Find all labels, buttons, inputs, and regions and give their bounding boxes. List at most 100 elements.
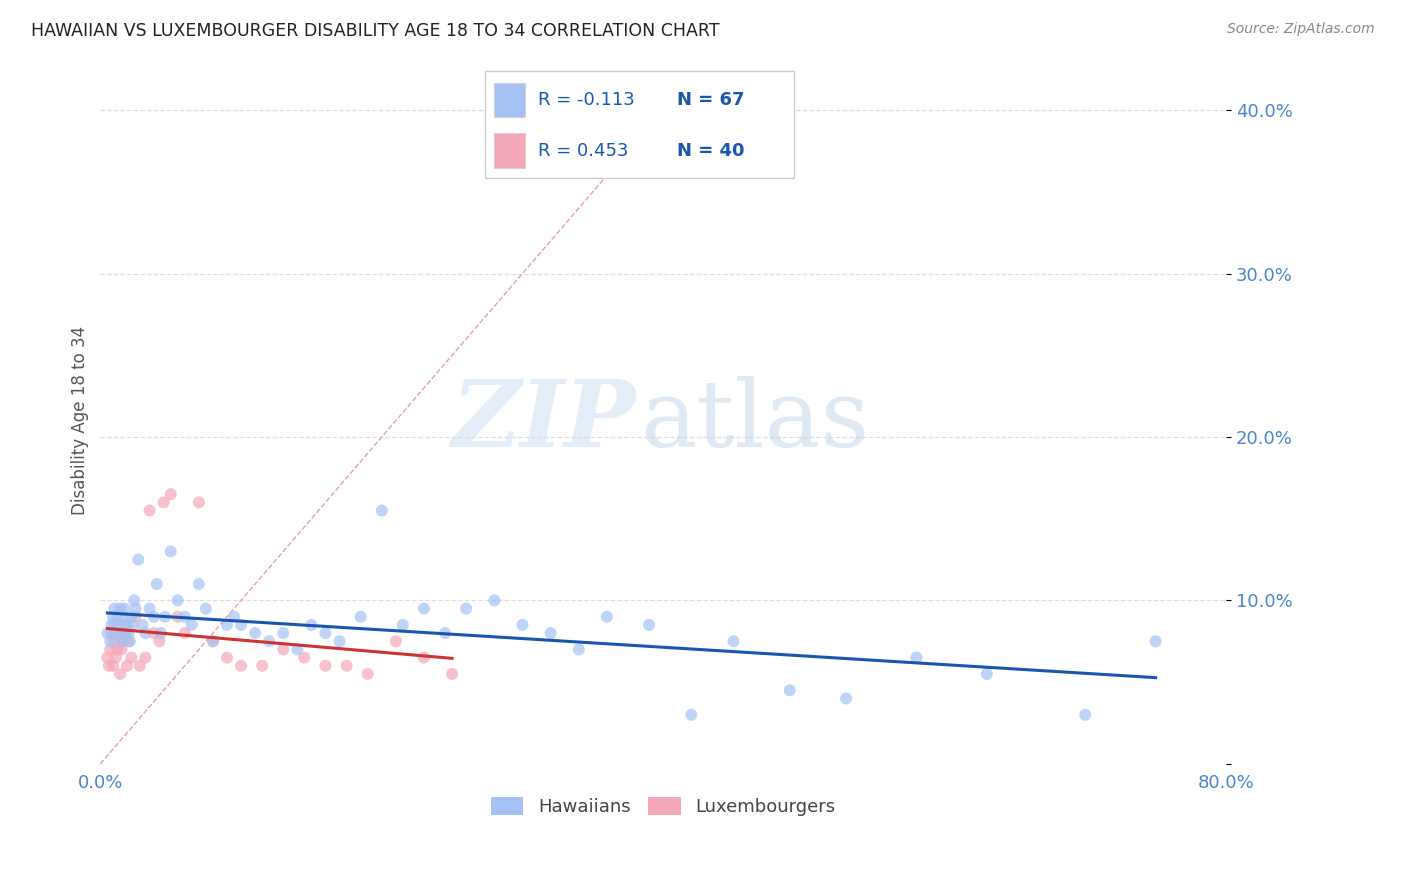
Luxembourgers bbox=[215, 650, 238, 665]
Hawaiians bbox=[131, 618, 153, 632]
Luxembourgers bbox=[142, 626, 165, 640]
Hawaiians bbox=[105, 609, 128, 624]
Hawaiians bbox=[103, 601, 125, 615]
Text: HAWAIIAN VS LUXEMBOURGER DISABILITY AGE 18 TO 34 CORRELATION CHART: HAWAIIAN VS LUXEMBOURGER DISABILITY AGE … bbox=[31, 22, 720, 40]
Hawaiians bbox=[779, 683, 801, 698]
Hawaiians bbox=[1074, 707, 1097, 722]
Luxembourgers bbox=[104, 650, 127, 665]
Luxembourgers bbox=[138, 503, 160, 517]
Hawaiians bbox=[138, 601, 160, 615]
Hawaiians bbox=[976, 667, 998, 681]
Hawaiians bbox=[118, 634, 141, 648]
Hawaiians bbox=[271, 626, 294, 640]
Hawaiians bbox=[568, 642, 591, 657]
Luxembourgers bbox=[357, 667, 380, 681]
Hawaiians bbox=[124, 601, 146, 615]
Text: R = 0.453: R = 0.453 bbox=[537, 142, 628, 160]
Luxembourgers bbox=[107, 626, 129, 640]
Hawaiians bbox=[299, 618, 322, 632]
Luxembourgers bbox=[152, 495, 174, 509]
Luxembourgers bbox=[250, 658, 273, 673]
Hawaiians bbox=[142, 609, 165, 624]
Luxembourgers bbox=[97, 658, 120, 673]
Luxembourgers bbox=[128, 658, 150, 673]
Hawaiians bbox=[194, 601, 217, 615]
Hawaiians bbox=[108, 601, 131, 615]
Luxembourgers bbox=[271, 642, 294, 657]
Luxembourgers bbox=[385, 634, 408, 648]
Luxembourgers bbox=[103, 634, 125, 648]
Luxembourgers bbox=[96, 650, 118, 665]
Luxembourgers bbox=[148, 634, 170, 648]
Hawaiians bbox=[96, 626, 118, 640]
Hawaiians bbox=[638, 618, 661, 632]
Luxembourgers bbox=[441, 667, 464, 681]
Luxembourgers bbox=[124, 609, 146, 624]
Luxembourgers bbox=[173, 626, 195, 640]
Hawaiians bbox=[180, 618, 202, 632]
Hawaiians bbox=[107, 618, 129, 632]
Hawaiians bbox=[149, 626, 172, 640]
Text: N = 67: N = 67 bbox=[676, 91, 744, 109]
Luxembourgers bbox=[115, 658, 138, 673]
Hawaiians bbox=[122, 593, 145, 607]
Hawaiians bbox=[103, 618, 125, 632]
Luxembourgers bbox=[114, 618, 136, 632]
Hawaiians bbox=[112, 601, 135, 615]
Hawaiians bbox=[328, 634, 350, 648]
Hawaiians bbox=[100, 618, 122, 632]
Text: N = 40: N = 40 bbox=[676, 142, 744, 160]
Hawaiians bbox=[484, 593, 506, 607]
Hawaiians bbox=[215, 618, 238, 632]
Hawaiians bbox=[723, 634, 745, 648]
Hawaiians bbox=[229, 618, 252, 632]
Y-axis label: Disability Age 18 to 34: Disability Age 18 to 34 bbox=[72, 326, 89, 516]
Luxembourgers bbox=[292, 650, 315, 665]
Hawaiians bbox=[434, 626, 457, 640]
Luxembourgers bbox=[201, 634, 224, 648]
Hawaiians bbox=[121, 618, 143, 632]
Luxembourgers bbox=[314, 658, 336, 673]
Hawaiians bbox=[114, 626, 136, 640]
Hawaiians bbox=[285, 642, 308, 657]
Text: atlas: atlas bbox=[641, 376, 870, 466]
FancyBboxPatch shape bbox=[495, 83, 526, 118]
Hawaiians bbox=[596, 609, 619, 624]
Luxembourgers bbox=[110, 642, 132, 657]
Luxembourgers bbox=[98, 642, 121, 657]
Hawaiians bbox=[314, 626, 336, 640]
Hawaiians bbox=[115, 618, 138, 632]
Text: R = -0.113: R = -0.113 bbox=[537, 91, 634, 109]
Luxembourgers bbox=[101, 658, 124, 673]
Hawaiians bbox=[153, 609, 176, 624]
Hawaiians bbox=[117, 626, 139, 640]
Luxembourgers bbox=[166, 609, 188, 624]
Hawaiians bbox=[111, 609, 134, 624]
Hawaiians bbox=[98, 634, 121, 648]
Luxembourgers bbox=[187, 495, 209, 509]
Hawaiians bbox=[145, 577, 167, 591]
Hawaiians bbox=[540, 626, 562, 640]
Luxembourgers bbox=[229, 658, 252, 673]
FancyBboxPatch shape bbox=[485, 71, 794, 178]
Hawaiians bbox=[134, 626, 156, 640]
Hawaiians bbox=[110, 634, 132, 648]
Hawaiians bbox=[905, 650, 928, 665]
Hawaiians bbox=[101, 609, 124, 624]
Luxembourgers bbox=[134, 650, 156, 665]
Luxembourgers bbox=[117, 634, 139, 648]
Hawaiians bbox=[413, 601, 436, 615]
Hawaiians bbox=[350, 609, 373, 624]
Hawaiians bbox=[120, 609, 142, 624]
Hawaiians bbox=[222, 609, 245, 624]
Text: ZIP: ZIP bbox=[451, 376, 636, 466]
Luxembourgers bbox=[159, 487, 181, 501]
Hawaiians bbox=[166, 593, 188, 607]
Luxembourgers bbox=[108, 667, 131, 681]
Hawaiians bbox=[173, 609, 195, 624]
Luxembourgers bbox=[120, 650, 142, 665]
Luxembourgers bbox=[111, 634, 134, 648]
Hawaiians bbox=[187, 577, 209, 591]
Luxembourgers bbox=[413, 650, 436, 665]
Text: Source: ZipAtlas.com: Source: ZipAtlas.com bbox=[1227, 22, 1375, 37]
